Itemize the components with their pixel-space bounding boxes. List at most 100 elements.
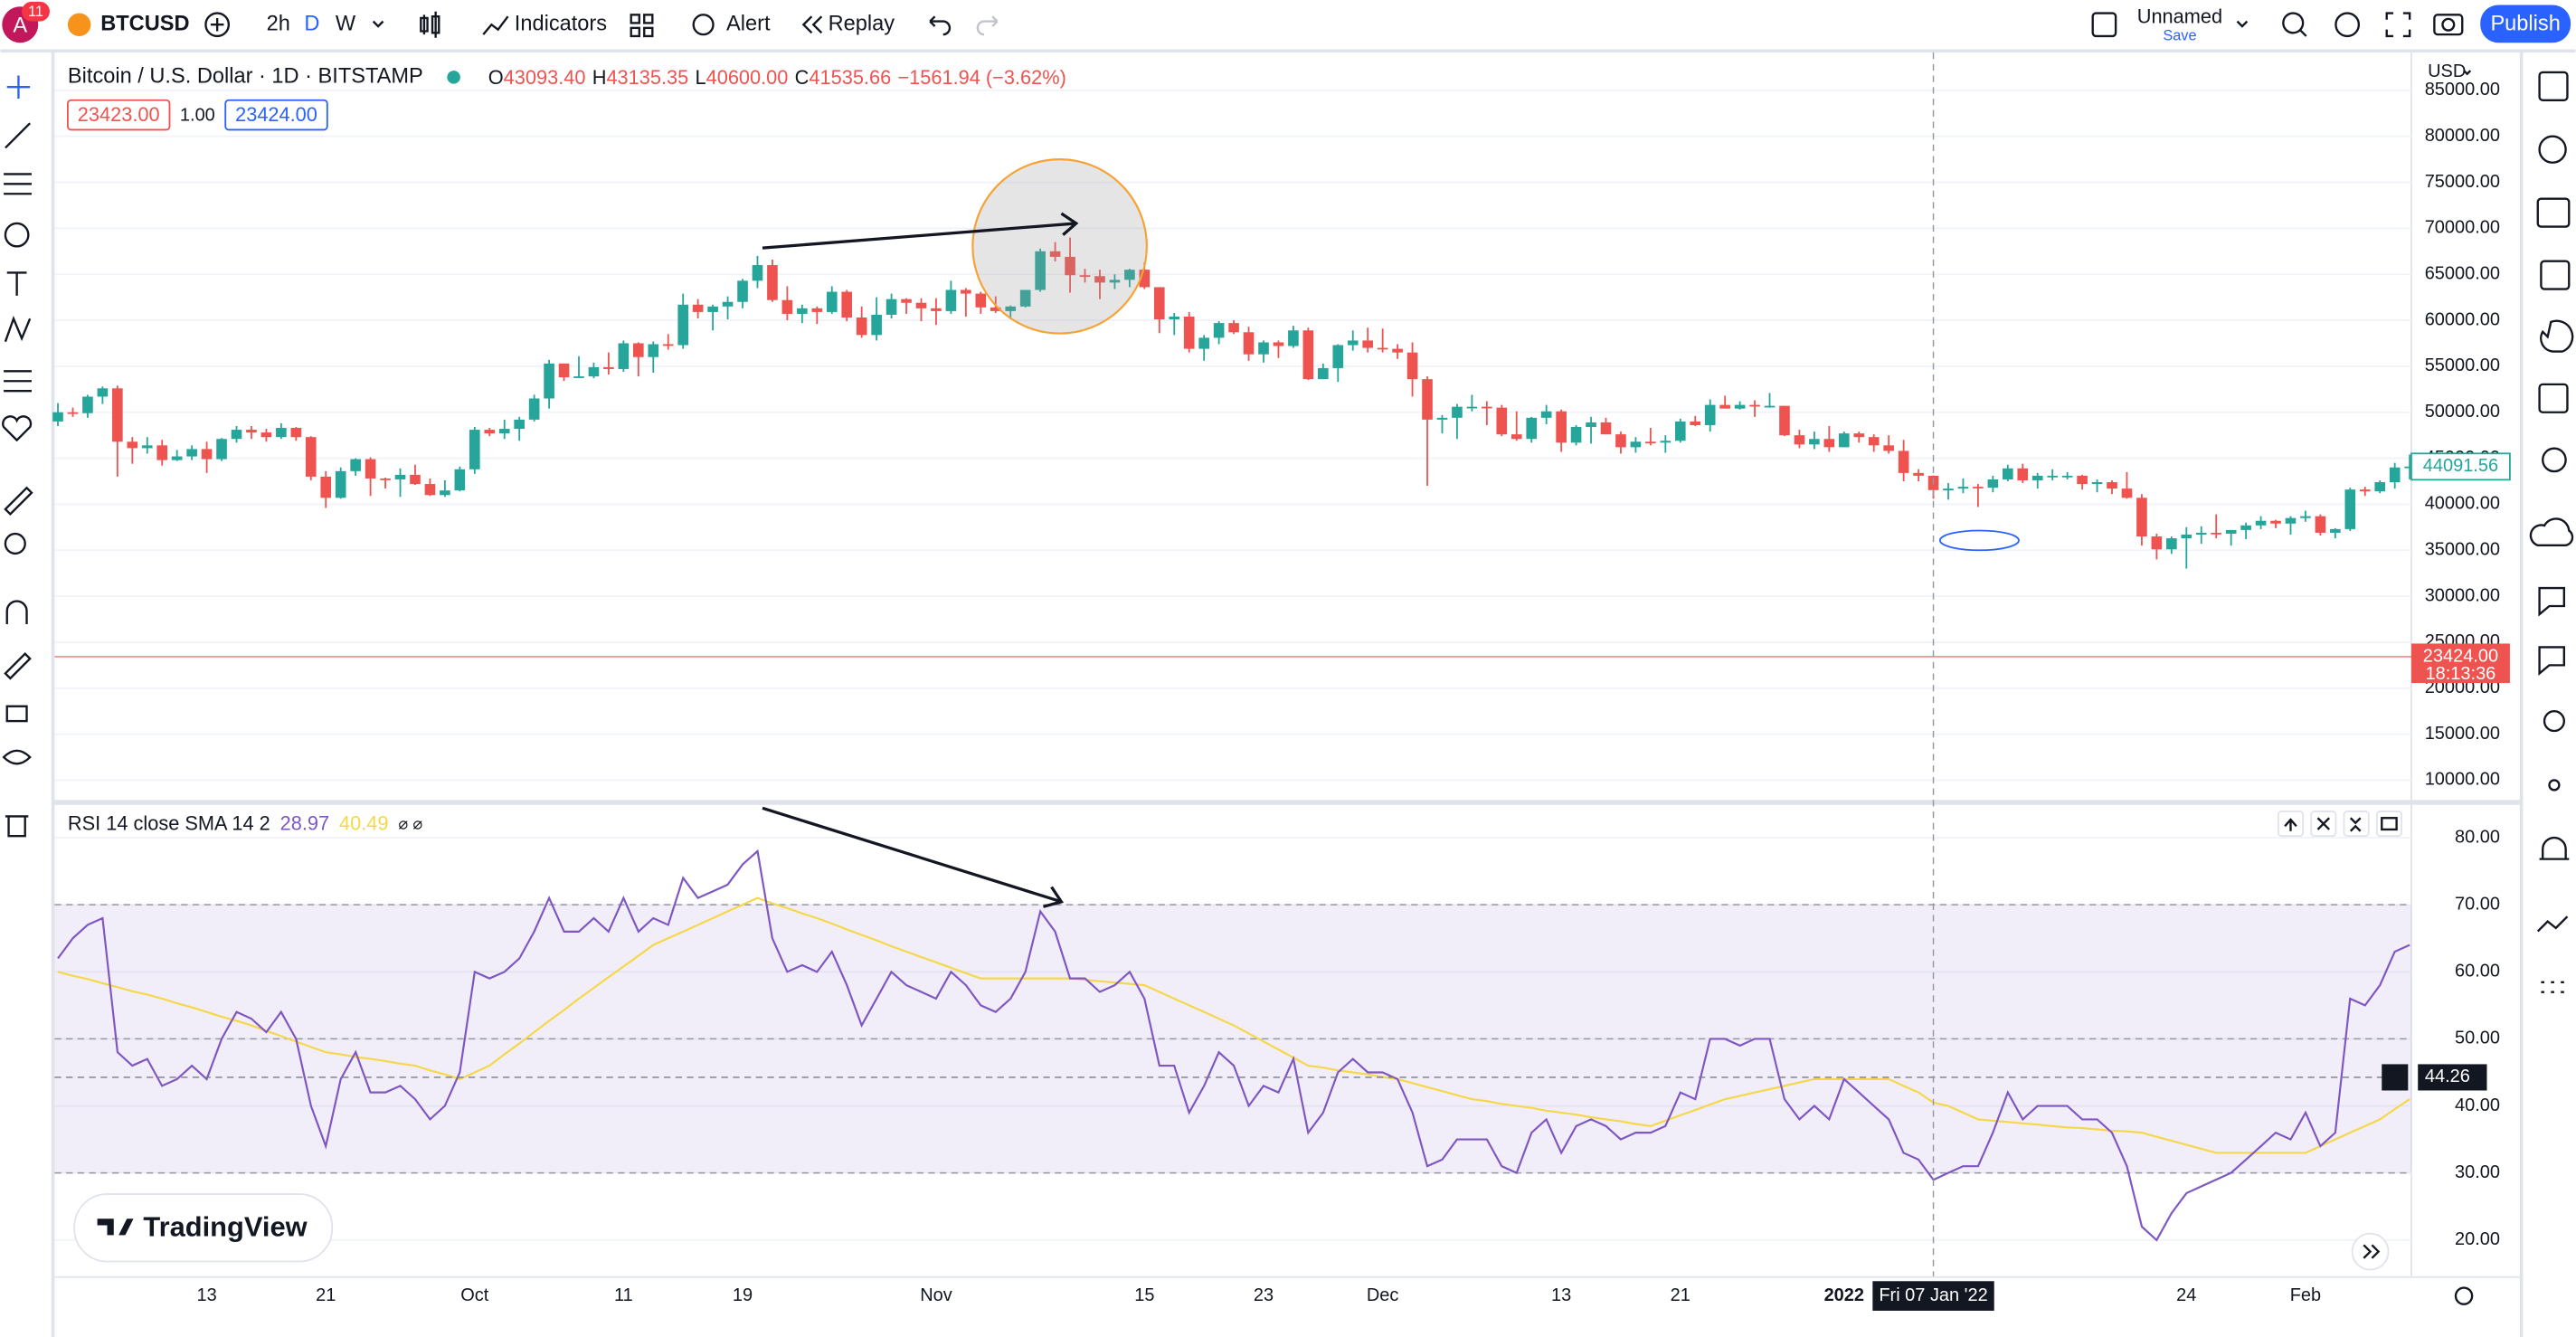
candle-body — [573, 376, 584, 378]
candle-body — [380, 478, 391, 480]
fullscreen[interactable] — [2385, 12, 2411, 38]
logo-badge[interactable] — [73, 1193, 334, 1263]
candle-body — [692, 304, 704, 312]
redo[interactable] — [976, 15, 999, 36]
calendar[interactable] — [2538, 383, 2569, 413]
candle-body — [1466, 406, 1478, 409]
lock[interactable] — [5, 705, 28, 723]
layout-checkbox[interactable] — [2091, 12, 2117, 38]
chats[interactable] — [2538, 586, 2565, 617]
trend-arrow[interactable] — [762, 806, 1065, 908]
candle-body — [1347, 340, 1359, 346]
pattern-tool[interactable] — [4, 222, 30, 248]
x-tick-label: Oct — [460, 1285, 489, 1305]
replay-button[interactable]: Replay — [829, 12, 895, 35]
alerts-panel[interactable] — [2538, 135, 2567, 164]
candle-body — [618, 343, 630, 369]
dom[interactable] — [2541, 981, 2564, 993]
buy-price[interactable]: 23424.00 — [235, 103, 317, 126]
layout-menu[interactable] — [2236, 20, 2249, 28]
fib-tool[interactable] — [4, 173, 32, 195]
candle-body — [1318, 367, 1329, 380]
news[interactable] — [2536, 197, 2571, 228]
snapshot[interactable] — [2433, 14, 2464, 36]
symbol[interactable]: BTCUSD — [100, 12, 189, 35]
candle-body — [1600, 422, 1612, 435]
chart-type[interactable] — [420, 11, 440, 38]
add-symbol[interactable] — [204, 12, 231, 38]
circle-drawing[interactable] — [971, 158, 1148, 335]
forecast-tool[interactable] — [4, 370, 32, 393]
interval[interactable]: D — [304, 12, 319, 35]
magnet[interactable] — [5, 600, 28, 624]
currency-menu[interactable] — [2463, 70, 2472, 76]
pane-maximize — [2381, 817, 2398, 831]
y-tick-label: 50000.00 — [2425, 402, 2500, 422]
candle-body — [469, 430, 480, 469]
candle-body — [677, 304, 689, 346]
spread: 1.00 — [180, 105, 215, 125]
crosshair-tool[interactable] — [6, 75, 31, 99]
trash[interactable] — [5, 815, 29, 838]
buy-box[interactable] — [224, 99, 328, 131]
trading-panel[interactable] — [2536, 915, 2569, 933]
settings[interactable] — [2334, 12, 2361, 38]
sell-price[interactable]: 23423.00 — [78, 103, 160, 126]
ruler[interactable] — [4, 486, 33, 516]
candle-body — [2315, 516, 2326, 533]
interval-menu[interactable] — [372, 20, 384, 28]
x-tick-label: 19 — [733, 1285, 753, 1305]
candle-body — [2061, 475, 2073, 478]
xabcd-tool[interactable] — [4, 315, 32, 343]
ideas[interactable] — [2542, 447, 2567, 473]
tips[interactable] — [2543, 710, 2565, 733]
candle-body — [737, 280, 748, 302]
publish-label[interactable]: Publish — [2490, 12, 2560, 35]
streams[interactable] — [2529, 517, 2574, 547]
search[interactable] — [2282, 12, 2305, 34]
candle-body — [1436, 417, 1448, 420]
currency[interactable]: USD — [2428, 62, 2466, 81]
trend-arrow[interactable] — [762, 212, 1079, 250]
candle-body — [231, 430, 242, 440]
hide[interactable] — [2, 749, 32, 765]
hotlists[interactable] — [2540, 319, 2574, 353]
ohlc-label: O — [488, 66, 504, 89]
badge — [22, 1, 50, 22]
stay-drawing[interactable] — [4, 651, 32, 680]
avatar-letter[interactable]: A — [13, 14, 27, 37]
price-tag-label: 23424.00 — [2423, 646, 2498, 666]
interval[interactable]: 2h — [267, 12, 290, 35]
undo[interactable] — [929, 15, 952, 36]
broadcast[interactable] — [2548, 779, 2561, 792]
line-tool[interactable] — [5, 122, 31, 149]
axis-settings[interactable] — [2454, 1286, 2474, 1305]
candle-body — [1153, 287, 1165, 320]
zoom[interactable] — [4, 532, 26, 555]
layout-name[interactable]: Unnamed — [2137, 5, 2222, 28]
candle-body — [2270, 520, 2281, 524]
save-status[interactable]: Save — [2163, 27, 2196, 43]
candle-body — [1139, 270, 1151, 288]
interval[interactable]: W — [336, 12, 356, 35]
favorites[interactable] — [2, 415, 33, 442]
text-tool[interactable] — [6, 271, 27, 296]
pane-maximize[interactable] — [2375, 811, 2402, 838]
countdown: 18:13:36 — [2426, 664, 2496, 684]
publish-button[interactable] — [2480, 5, 2571, 43]
crosshair-add[interactable] — [2382, 1064, 2409, 1091]
private-chats[interactable] — [2538, 646, 2565, 676]
logo-text[interactable]: TradingView — [143, 1210, 308, 1242]
screener[interactable] — [2540, 260, 2571, 290]
pane-collapse[interactable] — [2343, 811, 2370, 838]
candle-body — [1868, 437, 1880, 446]
ellipse-drawing[interactable] — [1938, 529, 2020, 552]
notifications[interactable] — [2539, 836, 2570, 860]
layouts[interactable] — [630, 14, 640, 24]
watchlist[interactable] — [2538, 71, 2569, 101]
pane-collapse — [2349, 817, 2362, 832]
sell-box[interactable] — [67, 99, 171, 131]
candle-body — [1406, 352, 1418, 380]
indicators-button[interactable]: Indicators — [515, 12, 607, 35]
alert-button[interactable]: Alert — [726, 12, 771, 35]
